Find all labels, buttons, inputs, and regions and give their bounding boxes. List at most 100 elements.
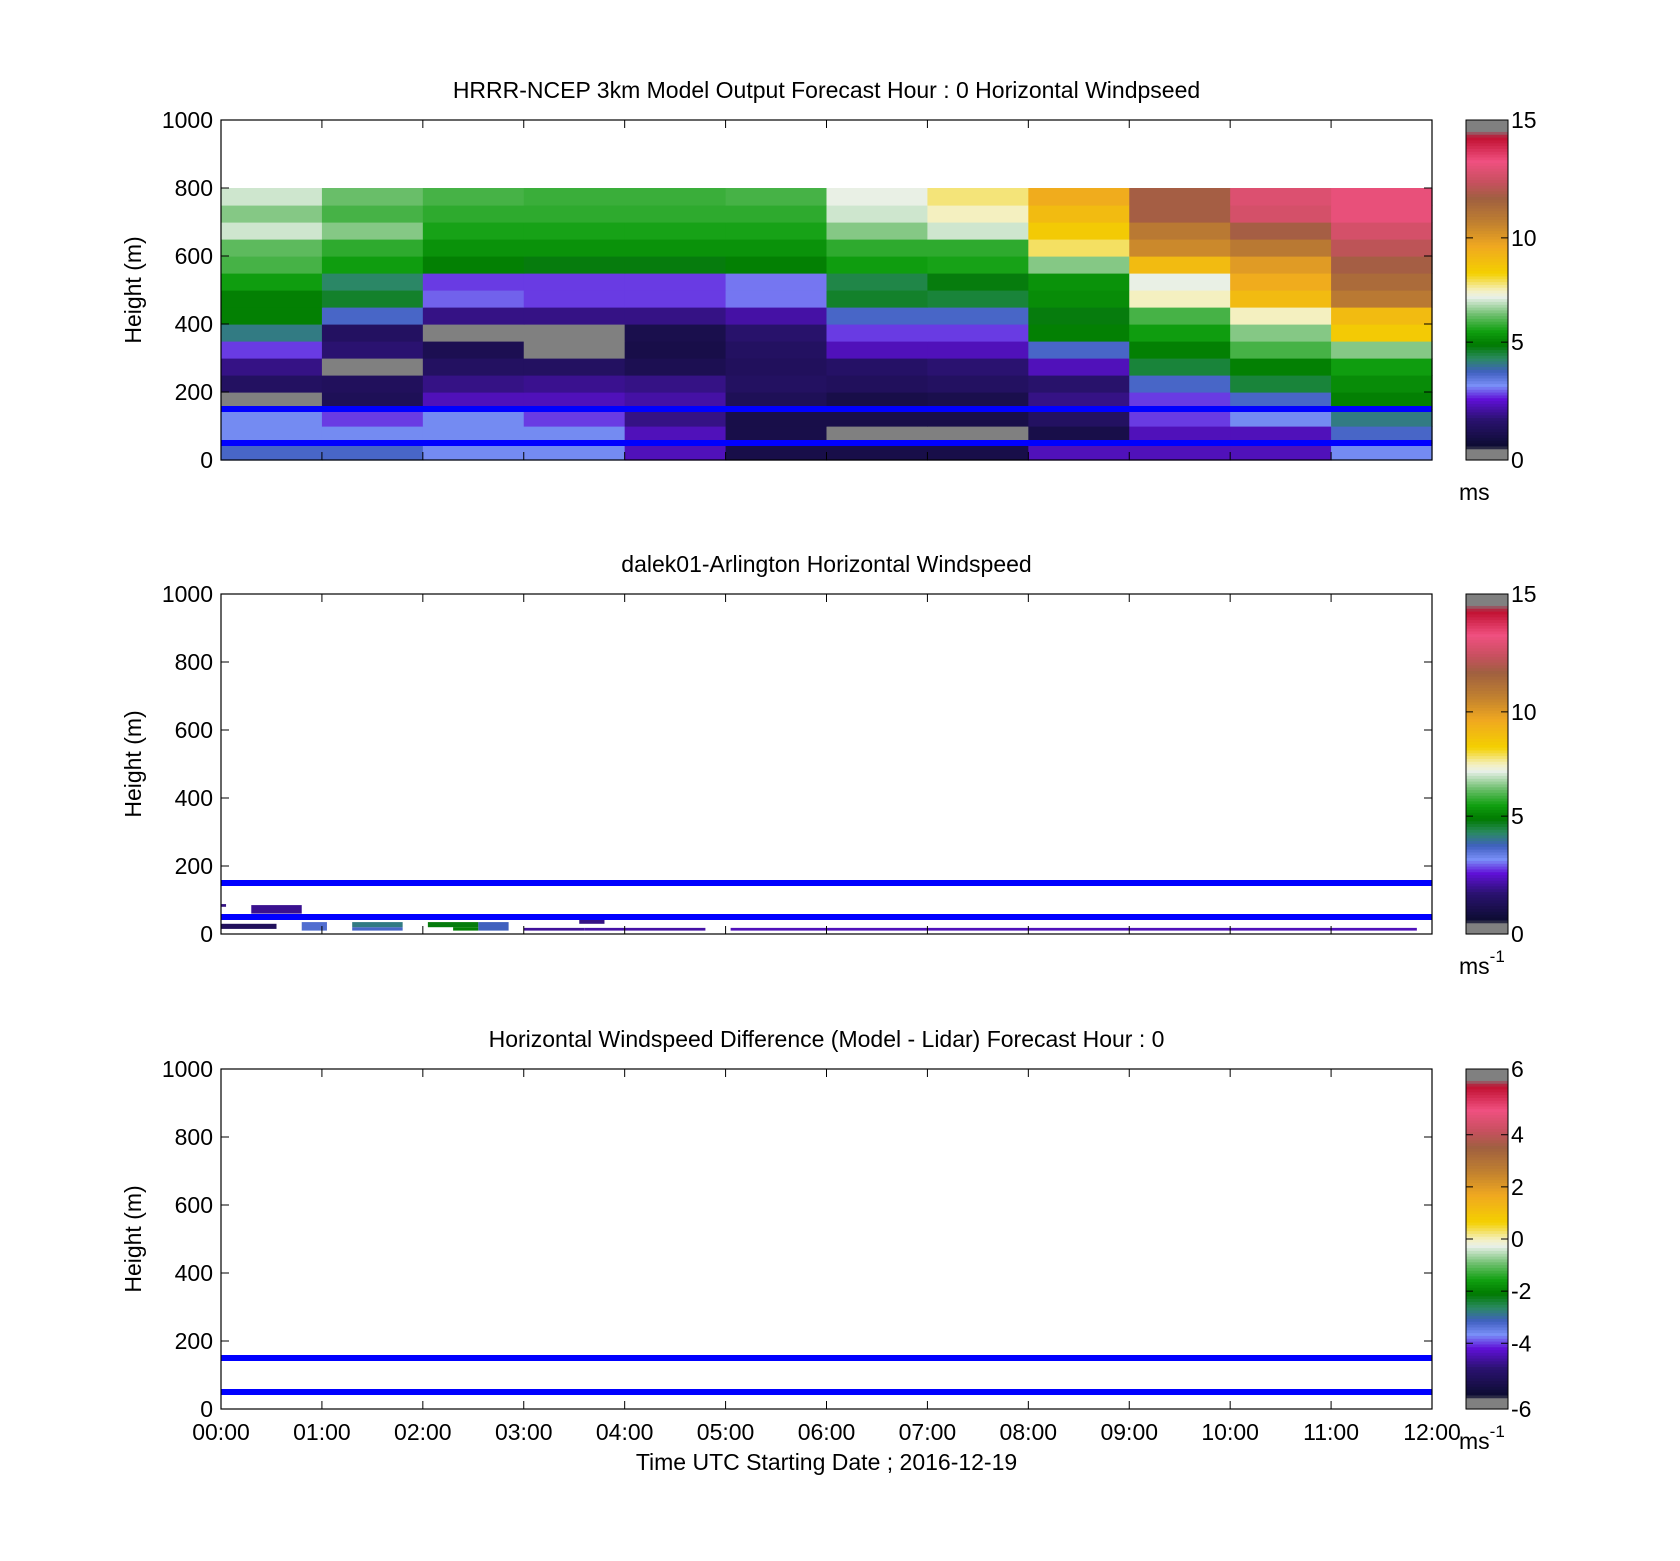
heat-cell bbox=[1129, 222, 1231, 240]
colorbar-swatch bbox=[1466, 713, 1508, 717]
colorbar-swatch bbox=[1466, 616, 1508, 621]
colorbar-swatch bbox=[1466, 1392, 1508, 1396]
colorbar-swatch bbox=[1466, 608, 1508, 612]
colorbar-swatch bbox=[1466, 656, 1508, 660]
heat-cell bbox=[725, 273, 828, 291]
colorbar-swatch bbox=[1466, 343, 1508, 348]
colorbar-swatch bbox=[1466, 1074, 1508, 1079]
heat-cell bbox=[1331, 358, 1433, 376]
heat-cell bbox=[1129, 392, 1231, 410]
colorbar-swatch bbox=[1466, 159, 1508, 164]
colorbar-swatch bbox=[1466, 1216, 1508, 1220]
colorbar-swatch bbox=[1466, 443, 1508, 447]
colorbar-swatch bbox=[1466, 1071, 1508, 1076]
colorbar-unit-base: ms bbox=[1459, 479, 1490, 505]
colorbar-swatch bbox=[1466, 400, 1508, 404]
colorbar-swatch bbox=[1466, 375, 1508, 379]
heat-cell bbox=[321, 324, 424, 342]
colorbar-swatch bbox=[1466, 800, 1508, 805]
heat-cell bbox=[523, 409, 626, 427]
colorbar-swatch bbox=[1466, 445, 1508, 450]
heat-cell bbox=[523, 222, 626, 240]
colorbar-swatch bbox=[1466, 1111, 1508, 1115]
colorbar-swatch bbox=[1466, 645, 1508, 649]
colorbar-swatch bbox=[1466, 321, 1508, 325]
colorbar-swatch bbox=[1466, 1264, 1508, 1268]
colorbar-swatch bbox=[1466, 1142, 1508, 1147]
heat-segment bbox=[301, 922, 327, 931]
heat-cell bbox=[725, 239, 828, 257]
colorbar-swatch bbox=[1466, 173, 1508, 178]
y-axis-label: Height (m) bbox=[120, 710, 146, 817]
colorbar-swatch bbox=[1466, 250, 1508, 254]
colorbar-swatch bbox=[1466, 122, 1508, 127]
heat-cell bbox=[321, 290, 424, 308]
colorbar-swatch bbox=[1466, 1275, 1508, 1280]
heat-cell bbox=[1028, 426, 1130, 444]
colorbar-swatch bbox=[1466, 244, 1508, 249]
colorbar-swatch bbox=[1466, 267, 1508, 271]
colorbar-swatch bbox=[1466, 1256, 1508, 1260]
colorbar-swatch bbox=[1466, 630, 1508, 635]
colorbar-swatch bbox=[1466, 829, 1508, 833]
colorbar-swatch bbox=[1466, 369, 1508, 373]
colorbar-swatch bbox=[1466, 428, 1508, 433]
heat-cell bbox=[1331, 222, 1433, 240]
colorbar-swatch bbox=[1466, 914, 1508, 918]
colorbar-swatch bbox=[1466, 1281, 1508, 1285]
heat-cell bbox=[321, 358, 424, 376]
heat-segment bbox=[478, 922, 509, 931]
colorbar-swatch bbox=[1466, 1202, 1508, 1206]
colorbar-swatch bbox=[1466, 275, 1508, 280]
heat-cell bbox=[422, 409, 525, 427]
colorbar-swatch bbox=[1466, 1332, 1508, 1336]
heat-cell bbox=[624, 409, 727, 427]
colorbar-swatch bbox=[1466, 905, 1508, 910]
heat-cell bbox=[523, 290, 626, 308]
colorbar-swatch bbox=[1466, 1125, 1508, 1130]
heat-cell bbox=[1230, 392, 1332, 410]
colorbar-swatch bbox=[1466, 766, 1508, 771]
colorbar-swatch bbox=[1466, 292, 1508, 297]
colorbar-unit: ms-1 bbox=[1459, 947, 1505, 979]
heat-cell bbox=[826, 222, 929, 240]
colorbar-swatch bbox=[1466, 1366, 1508, 1370]
colorbar-swatch bbox=[1466, 1307, 1508, 1311]
colorbar-swatch bbox=[1466, 605, 1508, 609]
heat-cell bbox=[624, 426, 727, 444]
heat-segment bbox=[427, 922, 479, 928]
colorbar-swatch bbox=[1466, 227, 1508, 232]
colorbar-swatch bbox=[1466, 1290, 1508, 1294]
heat-cell bbox=[725, 290, 828, 308]
heat-cell bbox=[1331, 239, 1433, 257]
colorbar-swatch bbox=[1466, 137, 1508, 141]
colorbar-swatch bbox=[1466, 335, 1508, 339]
colorbar-swatch bbox=[1466, 868, 1508, 873]
y-tick-label: 400 bbox=[175, 311, 213, 337]
colorbar-swatch bbox=[1466, 301, 1508, 305]
heat-cell bbox=[927, 222, 1029, 240]
colorbar-swatch bbox=[1466, 1346, 1508, 1351]
heat-cell bbox=[1129, 426, 1231, 444]
heat-cell bbox=[927, 341, 1029, 359]
heat-cell bbox=[725, 409, 828, 427]
colorbar-swatch bbox=[1466, 448, 1508, 453]
colorbar-swatch bbox=[1466, 1156, 1508, 1161]
colorbar-swatch bbox=[1466, 1315, 1508, 1319]
colorbar-swatch bbox=[1466, 1219, 1508, 1223]
colorbar-swatch bbox=[1466, 783, 1508, 788]
heat-cell bbox=[1331, 426, 1433, 444]
colorbar-swatch bbox=[1466, 1139, 1508, 1144]
colorbar-swatch bbox=[1466, 1383, 1508, 1387]
colorbar-swatch bbox=[1466, 806, 1508, 810]
heat-cell bbox=[927, 409, 1029, 427]
colorbar-swatch bbox=[1466, 664, 1508, 669]
colorbar-swatch bbox=[1466, 1154, 1508, 1158]
colorbar-swatch bbox=[1466, 205, 1508, 209]
colorbar-swatch bbox=[1466, 403, 1508, 407]
colorbar-swatch bbox=[1466, 633, 1508, 638]
colorbar-swatch bbox=[1466, 1301, 1508, 1305]
colorbar-swatch bbox=[1466, 696, 1508, 700]
heat-cell bbox=[1028, 392, 1130, 410]
colorbar-swatch bbox=[1466, 394, 1508, 399]
